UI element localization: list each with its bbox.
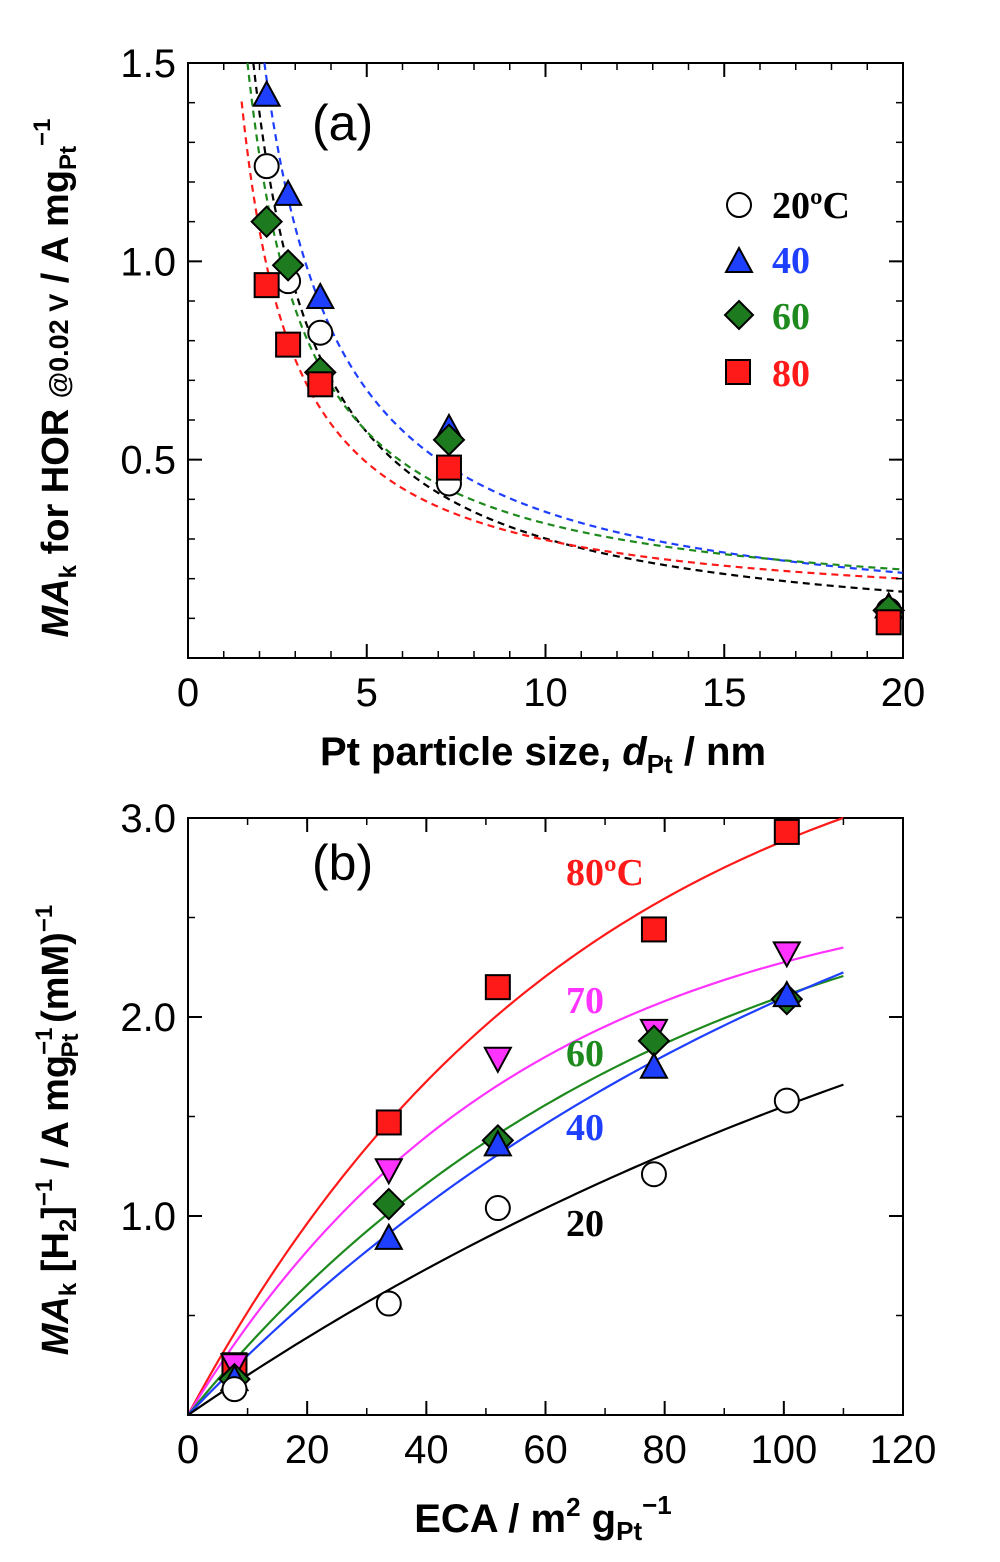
y-tick-label: 3.0 bbox=[120, 797, 176, 841]
legend-marker-40 bbox=[724, 245, 754, 273]
x-tick-label: 100 bbox=[750, 1428, 817, 1472]
data-point-80c bbox=[484, 974, 511, 1001]
data-point-40 bbox=[305, 281, 335, 310]
x-tick-label: 60 bbox=[523, 1428, 568, 1472]
data-point-80c bbox=[773, 818, 800, 845]
data-point-80 bbox=[435, 454, 462, 481]
legend-label-80: 80 bbox=[772, 353, 810, 395]
x-tick-label: 0 bbox=[177, 1428, 199, 1472]
x-tick-label: 15 bbox=[702, 671, 747, 715]
panel-a: 0 5 10 15 20 0.5 1.0 1.5 (a) 20ºC 40 60 80 Pt p… bbox=[29, 42, 925, 779]
x-axis-label-b: ECA / m2 gPt−1 bbox=[414, 1490, 672, 1546]
legend-marker-60 bbox=[723, 299, 755, 331]
fit-curve-80c bbox=[187, 816, 844, 1416]
data-point-20c bbox=[307, 319, 334, 346]
curve-label-20: 20 bbox=[566, 1203, 604, 1245]
y-tick-label: 0.5 bbox=[120, 439, 176, 483]
data-point-20 bbox=[484, 1195, 511, 1222]
data-point-80 bbox=[275, 331, 302, 358]
data-point-80c bbox=[640, 916, 667, 943]
x-tick-label: 0 bbox=[177, 671, 199, 715]
data-point-80 bbox=[875, 609, 902, 636]
legend-marker-80 bbox=[725, 359, 751, 385]
plot-frame-b bbox=[187, 817, 904, 1416]
y-tick-label: 1.5 bbox=[120, 42, 176, 86]
curve-label-40: 40 bbox=[566, 1107, 604, 1149]
legend-label-60: 60 bbox=[772, 296, 810, 338]
data-point-60 bbox=[637, 1024, 671, 1058]
fit-curves-b bbox=[187, 816, 844, 1416]
legend-label-40: 40 bbox=[772, 240, 810, 282]
x-tick-label: 20 bbox=[285, 1428, 330, 1472]
fit-curve-70 bbox=[187, 946, 844, 1416]
data-point-80c bbox=[375, 1109, 402, 1136]
data-point-40 bbox=[772, 980, 802, 1008]
data-point-40 bbox=[251, 79, 282, 107]
curve-label-60: 60 bbox=[566, 1033, 604, 1075]
fit-curve-80 bbox=[240, 101, 902, 580]
data-point-60 bbox=[372, 1187, 406, 1221]
data-points-a bbox=[250, 79, 906, 636]
fit-curve-20 bbox=[187, 1083, 844, 1416]
x-axis-label-a: Pt particle size, dPt / nm bbox=[320, 730, 766, 779]
data-point-80 bbox=[253, 272, 280, 299]
fit-curve-20c bbox=[252, 62, 903, 593]
fit-curves-a bbox=[240, 62, 903, 593]
ticks-b: 0 20 40 60 80 100 120 1.0 2.0 3.0 bbox=[120, 797, 936, 1472]
panel-label-b: (b) bbox=[312, 835, 373, 891]
x-tick-label: 20 bbox=[881, 671, 926, 715]
x-tick-label: 40 bbox=[404, 1428, 449, 1472]
data-point-40 bbox=[483, 1129, 513, 1157]
data-point-80 bbox=[307, 371, 334, 398]
data-point-20 bbox=[221, 1376, 248, 1403]
legend-label-20: 20ºC bbox=[772, 185, 850, 227]
fit-curve-40 bbox=[263, 62, 903, 574]
data-point-40 bbox=[273, 178, 303, 206]
data-point-20 bbox=[640, 1161, 667, 1188]
data-point-20c bbox=[253, 153, 280, 180]
y-axis-label-a: MAk for HOR @0.02 V / A mgPt−1 bbox=[29, 119, 82, 638]
data-point-70 bbox=[772, 941, 802, 969]
y-axis-label-b: MAk [H2]−1 / A mg−1Pt (mM)−1 bbox=[31, 905, 84, 1355]
panel-label-a: (a) bbox=[312, 95, 373, 151]
data-point-70 bbox=[483, 1046, 513, 1074]
data-point-20 bbox=[375, 1290, 402, 1317]
x-tick-label: 120 bbox=[870, 1428, 937, 1472]
x-tick-label: 5 bbox=[356, 671, 378, 715]
data-point-70 bbox=[374, 1158, 404, 1186]
curve-label-80: 80ºC bbox=[566, 852, 644, 894]
data-point-40 bbox=[639, 1051, 669, 1079]
fit-curve-60 bbox=[187, 974, 844, 1416]
x-tick-label: 10 bbox=[523, 671, 568, 715]
data-point-40 bbox=[374, 1222, 404, 1250]
x-tick-label: 80 bbox=[642, 1428, 687, 1472]
y-tick-label: 2.0 bbox=[120, 996, 176, 1040]
y-tick-label: 1.0 bbox=[120, 240, 176, 284]
fit-curve-60 bbox=[246, 62, 902, 571]
data-point-60 bbox=[250, 205, 284, 239]
legend-marker-20 bbox=[726, 192, 752, 218]
curve-label-70: 70 bbox=[566, 980, 604, 1022]
data-point-60 bbox=[271, 248, 305, 282]
data-point-20 bbox=[773, 1087, 800, 1114]
data-point-60 bbox=[432, 423, 466, 457]
data-points-b bbox=[218, 818, 804, 1403]
fit-curve-40 bbox=[187, 971, 844, 1416]
y-tick-label: 1.0 bbox=[120, 1195, 176, 1239]
ticks-a: 0 5 10 15 20 0.5 1.0 1.5 bbox=[120, 42, 925, 715]
legend-a: 20ºC 40 60 80 bbox=[723, 185, 850, 395]
